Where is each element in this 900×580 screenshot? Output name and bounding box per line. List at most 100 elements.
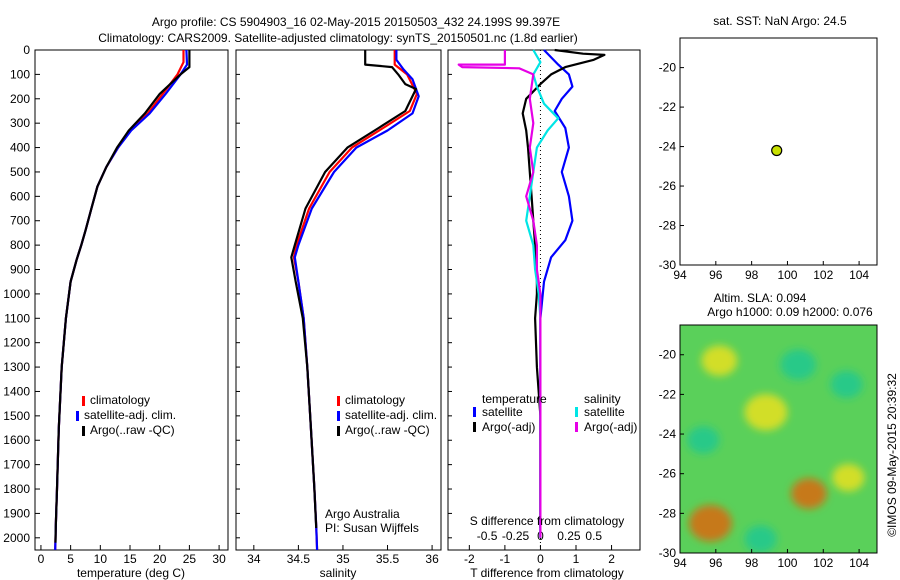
legend-swatch-climatology	[82, 396, 85, 406]
s-tick-label: -0.5	[477, 529, 498, 543]
x-tick-label: 34.5	[287, 552, 311, 566]
map-x-tick-label: 104	[849, 268, 869, 282]
float-position-marker	[771, 144, 783, 157]
salinity-axes-frame	[235, 49, 442, 551]
x-tick-label: 10	[94, 552, 108, 566]
legend-swatch-argo	[337, 426, 340, 436]
depth-tick-label: 1300	[3, 360, 30, 374]
legend-swatch-climatology	[337, 396, 340, 406]
map-x-tick-label: 100	[777, 556, 797, 570]
legend-header-temperature: temperature	[482, 392, 547, 406]
series-line-salinity-argo-adj-	[457, 50, 542, 538]
sla-ticks: 94 96 98 100 102 104 -30 -28 -26 -24 -22 -20	[659, 348, 870, 570]
salinity-series	[290, 50, 420, 551]
depth-tick-label: 300	[10, 116, 30, 130]
x-tick-label: 15	[123, 552, 137, 566]
depth-tick-label: 800	[10, 238, 30, 252]
depth-tick-label: 500	[10, 165, 30, 179]
legend-label-argo: Argo(..raw -QC)	[90, 423, 175, 437]
series-line-argo-raw-qc-	[54, 50, 191, 543]
legend-label-climatology: climatology	[90, 393, 150, 407]
legend-swatch-satellite	[337, 411, 340, 421]
annotation-pi: PI: Susan Wijffels	[325, 521, 419, 535]
depth-tick-label: 100	[10, 67, 30, 81]
legend-swatch-argo	[82, 426, 85, 436]
legend-label-argo: Argo(..raw -QC)	[345, 423, 430, 437]
sla-anomaly-low	[744, 525, 777, 553]
series-line-salinity-satellite	[525, 49, 560, 538]
series-line-temperature-argo-adj-	[521, 48, 606, 528]
x-tick-label: 35.5	[376, 552, 400, 566]
map-x-tick-label: 102	[813, 556, 833, 570]
legend-label-sal-argo: Argo(-adj)	[584, 420, 637, 434]
depth-tick-label: 1600	[3, 433, 30, 447]
sla-anomaly-mid	[701, 345, 738, 376]
legend-swatch-satellite	[76, 411, 79, 421]
depth-tick-label: 1100	[4, 311, 30, 325]
salinity-legend: climatology satellite-adj. clim. Argo(..…	[337, 393, 437, 437]
x-tick-label: -2	[464, 552, 475, 566]
x-tick-label: -1	[500, 552, 511, 566]
legend-swatch-sal-satellite	[575, 407, 578, 417]
x-tick-label: 30	[212, 552, 226, 566]
x-tick-label: 5	[67, 552, 74, 566]
legend-label-sal-satellite: satellite	[584, 405, 625, 419]
depth-tick-label: 1200	[3, 336, 30, 350]
depth-tick-label: 200	[10, 92, 30, 106]
map-x-tick-label: 102	[813, 268, 833, 282]
map-x-tick-label: 94	[673, 268, 687, 282]
series-line-argo-raw-qc-	[290, 50, 418, 529]
map-y-tick-label: -20	[659, 61, 677, 75]
sla-anomaly-high	[688, 504, 732, 542]
sla-anomaly-low	[687, 426, 720, 454]
legend-label-climatology: climatology	[345, 393, 405, 407]
x-tick-label: 0	[537, 552, 544, 566]
map-y-tick-label: -26	[659, 467, 677, 481]
annotation-program: Argo Australia	[325, 507, 400, 521]
x-tick-label: 25	[183, 552, 197, 566]
legend-label-satellite: satellite-adj. clim.	[84, 408, 176, 422]
legend-swatch-temp-satellite	[473, 407, 476, 417]
map-x-tick-label: 96	[709, 556, 723, 570]
difference-axes-frame	[447, 49, 641, 551]
x-tick-label: 36	[425, 552, 439, 566]
map-y-tick-label: -24	[659, 140, 677, 154]
temperature-x-label: temperature (deg C)	[77, 566, 185, 580]
temperature-legend: climatology satellite-adj. clim. Argo(..…	[76, 393, 176, 437]
legend-swatch-temp-argo	[473, 422, 476, 432]
sla-subtitle: Argo h1000: 0.09 h2000: 0.076	[707, 305, 873, 319]
sla-anomaly-low	[830, 370, 863, 399]
legend-header-salinity: salinity	[584, 392, 621, 406]
map-x-tick-label: 94	[673, 556, 687, 570]
difference-series	[457, 48, 606, 538]
temperature-axes-frame	[34, 49, 229, 551]
t-difference-label: T difference from climatology	[470, 566, 624, 580]
s-difference-label: S difference from climatology	[470, 514, 625, 528]
x-tick-label: 2	[608, 552, 615, 566]
x-tick-label: 20	[153, 552, 167, 566]
location-map-panel: sat. SST: NaN Argo: 24.5 94 96 98 100 102 104…	[659, 14, 878, 282]
s-tick-label: -0.25	[502, 529, 530, 543]
map-y-tick-label: -30	[659, 546, 677, 560]
s-tick-label: 0.25	[557, 529, 581, 543]
location-points	[771, 144, 783, 157]
map-y-tick-label: -28	[659, 219, 677, 233]
x-tick-label: 35	[336, 552, 350, 566]
map-x-tick-label: 100	[777, 268, 797, 282]
depth-tick-label: 1500	[3, 409, 30, 423]
map-x-tick-label: 104	[849, 556, 869, 570]
temperature-series	[54, 49, 191, 551]
salinity-panel: 34 34.5 35 35.5 36 salinity climatology sate…	[235, 49, 442, 580]
depth-tick-label: 1000	[3, 287, 30, 301]
depth-tick-label: 1700	[3, 458, 30, 472]
temperature-panel: 0100200300400500600700800900100011001200…	[3, 43, 229, 580]
location-ticks: 94 96 98 100 102 104 -30 -28 -26 -24 -22 -20	[659, 61, 870, 282]
timestamp-stamp: ©IMOS 09-May-2015 20:39:32	[885, 373, 899, 537]
title-line-2: Climatology: CARS2009. Satellite-adjuste…	[98, 31, 578, 45]
depth-axis: 0 100 200 300 400 500 600 700 800 900 1000 1100 1200…	[3, 43, 40, 545]
depth-tick-label: 700	[10, 214, 30, 228]
legend-label-temp-argo: Argo(-adj)	[482, 420, 535, 434]
map-y-tick-label: -24	[659, 427, 677, 441]
sst-title: sat. SST: NaN Argo: 24.5	[713, 14, 847, 28]
